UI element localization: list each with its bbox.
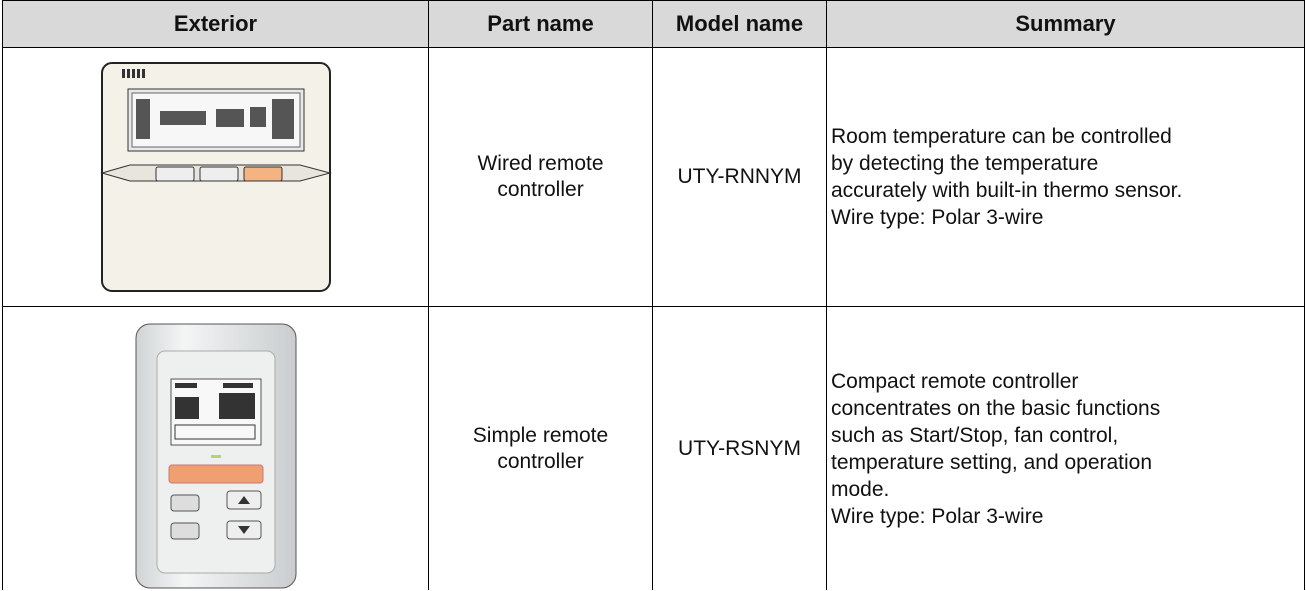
summary-line: temperature setting, and operation bbox=[831, 450, 1153, 474]
part-name: Wired remote controller bbox=[477, 152, 604, 201]
summary-line: Wire type: Polar 3-wire bbox=[831, 504, 1044, 528]
header-cell: Part name bbox=[428, 0, 653, 48]
summary: Room temperature can be controlled by det… bbox=[827, 123, 1304, 231]
model-name-cell: UTY-RNNYM bbox=[652, 47, 827, 307]
summary-line: concentrates on the basic functions bbox=[831, 396, 1161, 420]
summary-cell: Compact remote controller concentrates on… bbox=[826, 306, 1305, 590]
summary-line: Compact remote controller bbox=[831, 369, 1079, 393]
part-name: Simple remote controller bbox=[472, 423, 609, 473]
header-cell: Summary bbox=[826, 0, 1305, 48]
part-name-cell: Simple remote controller bbox=[428, 306, 653, 590]
header-cell: Exterior bbox=[2, 0, 429, 48]
model-name-cell: UTY-RSNYM bbox=[652, 306, 827, 590]
summary-line: by detecting the temperature bbox=[831, 152, 1099, 175]
summary: Compact remote controller concentrates on… bbox=[827, 368, 1304, 530]
wired-remote-image bbox=[99, 62, 332, 292]
summary-cell: Room temperature can be controlled by det… bbox=[826, 47, 1305, 307]
exterior-cell bbox=[2, 306, 429, 590]
row: Wired remote controller UTY-RNNYM Room t… bbox=[2, 47, 1305, 307]
summary-line: accurately with built-in thermo sensor. bbox=[831, 179, 1183, 202]
summary-line: Wire type: Polar 3-wire bbox=[831, 206, 1044, 229]
header-cell: Model name bbox=[652, 0, 827, 48]
row: Simple remote controller UTY-RSNYM Compa… bbox=[2, 306, 1305, 590]
summary-line: Room temperature can be controlled bbox=[831, 125, 1172, 148]
summary-line: mode. bbox=[831, 477, 890, 501]
header-row: Exterior Part name Model name Summary bbox=[2, 0, 1305, 48]
exterior-cell bbox=[2, 47, 429, 307]
summary-line: such as Start/Stop, fan control, bbox=[831, 423, 1119, 447]
part-name-cell: Wired remote controller bbox=[428, 47, 653, 307]
simple-remote-image bbox=[135, 323, 296, 588]
